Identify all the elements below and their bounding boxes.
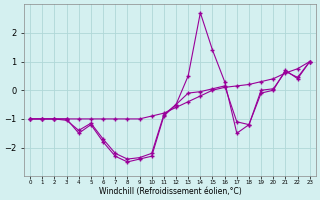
- X-axis label: Windchill (Refroidissement éolien,°C): Windchill (Refroidissement éolien,°C): [99, 187, 241, 196]
